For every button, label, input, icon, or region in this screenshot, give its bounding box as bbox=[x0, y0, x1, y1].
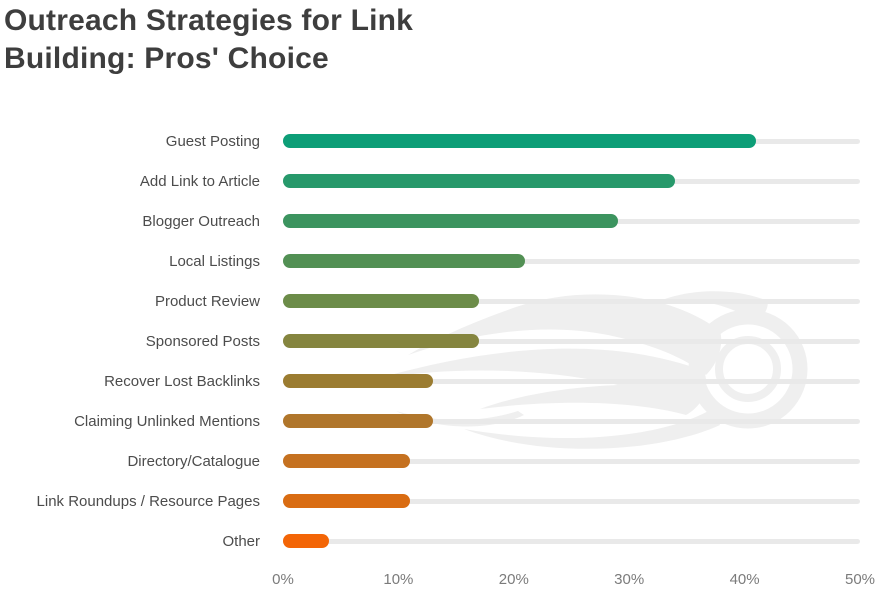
bar-track-area bbox=[283, 161, 860, 201]
bar-rows: Guest Posting Add Link to Article Blogger … bbox=[0, 121, 885, 561]
bar bbox=[283, 494, 410, 508]
bar bbox=[283, 334, 480, 348]
bar bbox=[283, 374, 434, 388]
bar-track bbox=[283, 538, 860, 544]
x-axis-tick: 20% bbox=[498, 571, 529, 588]
category-label: Blogger Outreach bbox=[142, 212, 260, 230]
chart-title-line-2: Building: Pros' Choice bbox=[4, 42, 329, 75]
x-axis-tick: 50% bbox=[844, 571, 876, 588]
category-label: Local Listings bbox=[169, 252, 260, 270]
bar-row: Guest Posting bbox=[0, 121, 885, 161]
bar bbox=[283, 534, 330, 548]
x-axis-tick: 30% bbox=[614, 571, 645, 588]
bar-row: Claiming Unlinked Mentions bbox=[0, 401, 885, 441]
category-label: Product Review bbox=[154, 292, 260, 310]
bar-row: Blogger Outreach bbox=[0, 201, 885, 241]
category-label: Directory/Catalogue bbox=[127, 452, 260, 470]
bar-track bbox=[283, 498, 860, 504]
bar bbox=[283, 254, 526, 268]
category-label: Guest Posting bbox=[165, 132, 260, 150]
x-axis: 0% 10% 20% 30% 40% 50% bbox=[272, 571, 875, 591]
category-label: Sponsored Posts bbox=[145, 332, 260, 350]
x-axis-tick: 40% bbox=[729, 571, 760, 588]
bar bbox=[283, 214, 618, 228]
category-label: Link Roundups / Resource Pages bbox=[36, 492, 260, 510]
bar-track bbox=[283, 458, 860, 464]
bar-track bbox=[283, 258, 860, 264]
bar-track-area bbox=[283, 521, 860, 561]
category-label: Recover Lost Backlinks bbox=[104, 372, 260, 390]
x-axis-tick: 0% bbox=[272, 571, 294, 588]
bar-track-area bbox=[283, 361, 860, 401]
bar-row: Recover Lost Backlinks bbox=[0, 361, 885, 401]
bar-track-area bbox=[283, 241, 860, 281]
category-label: Other bbox=[222, 532, 260, 550]
bar bbox=[283, 294, 480, 308]
bar-track-area bbox=[283, 121, 860, 161]
bar bbox=[283, 174, 676, 188]
chart-title: Outreach Strategies for Link Building: P… bbox=[4, 2, 524, 78]
bar-track-area bbox=[283, 201, 860, 241]
bar-row: Link Roundups / Resource Pages bbox=[0, 481, 885, 521]
bar-track-area bbox=[283, 321, 860, 361]
bar-row: Sponsored Posts bbox=[0, 321, 885, 361]
bar bbox=[283, 134, 757, 148]
bar-row: Directory/Catalogue bbox=[0, 441, 885, 481]
bar-track-area bbox=[283, 401, 860, 441]
chart-title-line-1: Outreach Strategies for Link bbox=[4, 4, 414, 37]
bar-track-area bbox=[283, 441, 860, 481]
bar bbox=[283, 414, 434, 428]
category-label: Claiming Unlinked Mentions bbox=[74, 412, 260, 430]
bar bbox=[283, 454, 410, 468]
x-axis-tick: 10% bbox=[383, 571, 414, 588]
bar-row: Add Link to Article bbox=[0, 161, 885, 201]
bar-row: Local Listings bbox=[0, 241, 885, 281]
bar-track-area bbox=[283, 481, 860, 521]
bar-row: Product Review bbox=[0, 281, 885, 321]
bar-row: Other bbox=[0, 521, 885, 561]
category-label: Add Link to Article bbox=[139, 172, 260, 190]
bar-track-area bbox=[283, 281, 860, 321]
